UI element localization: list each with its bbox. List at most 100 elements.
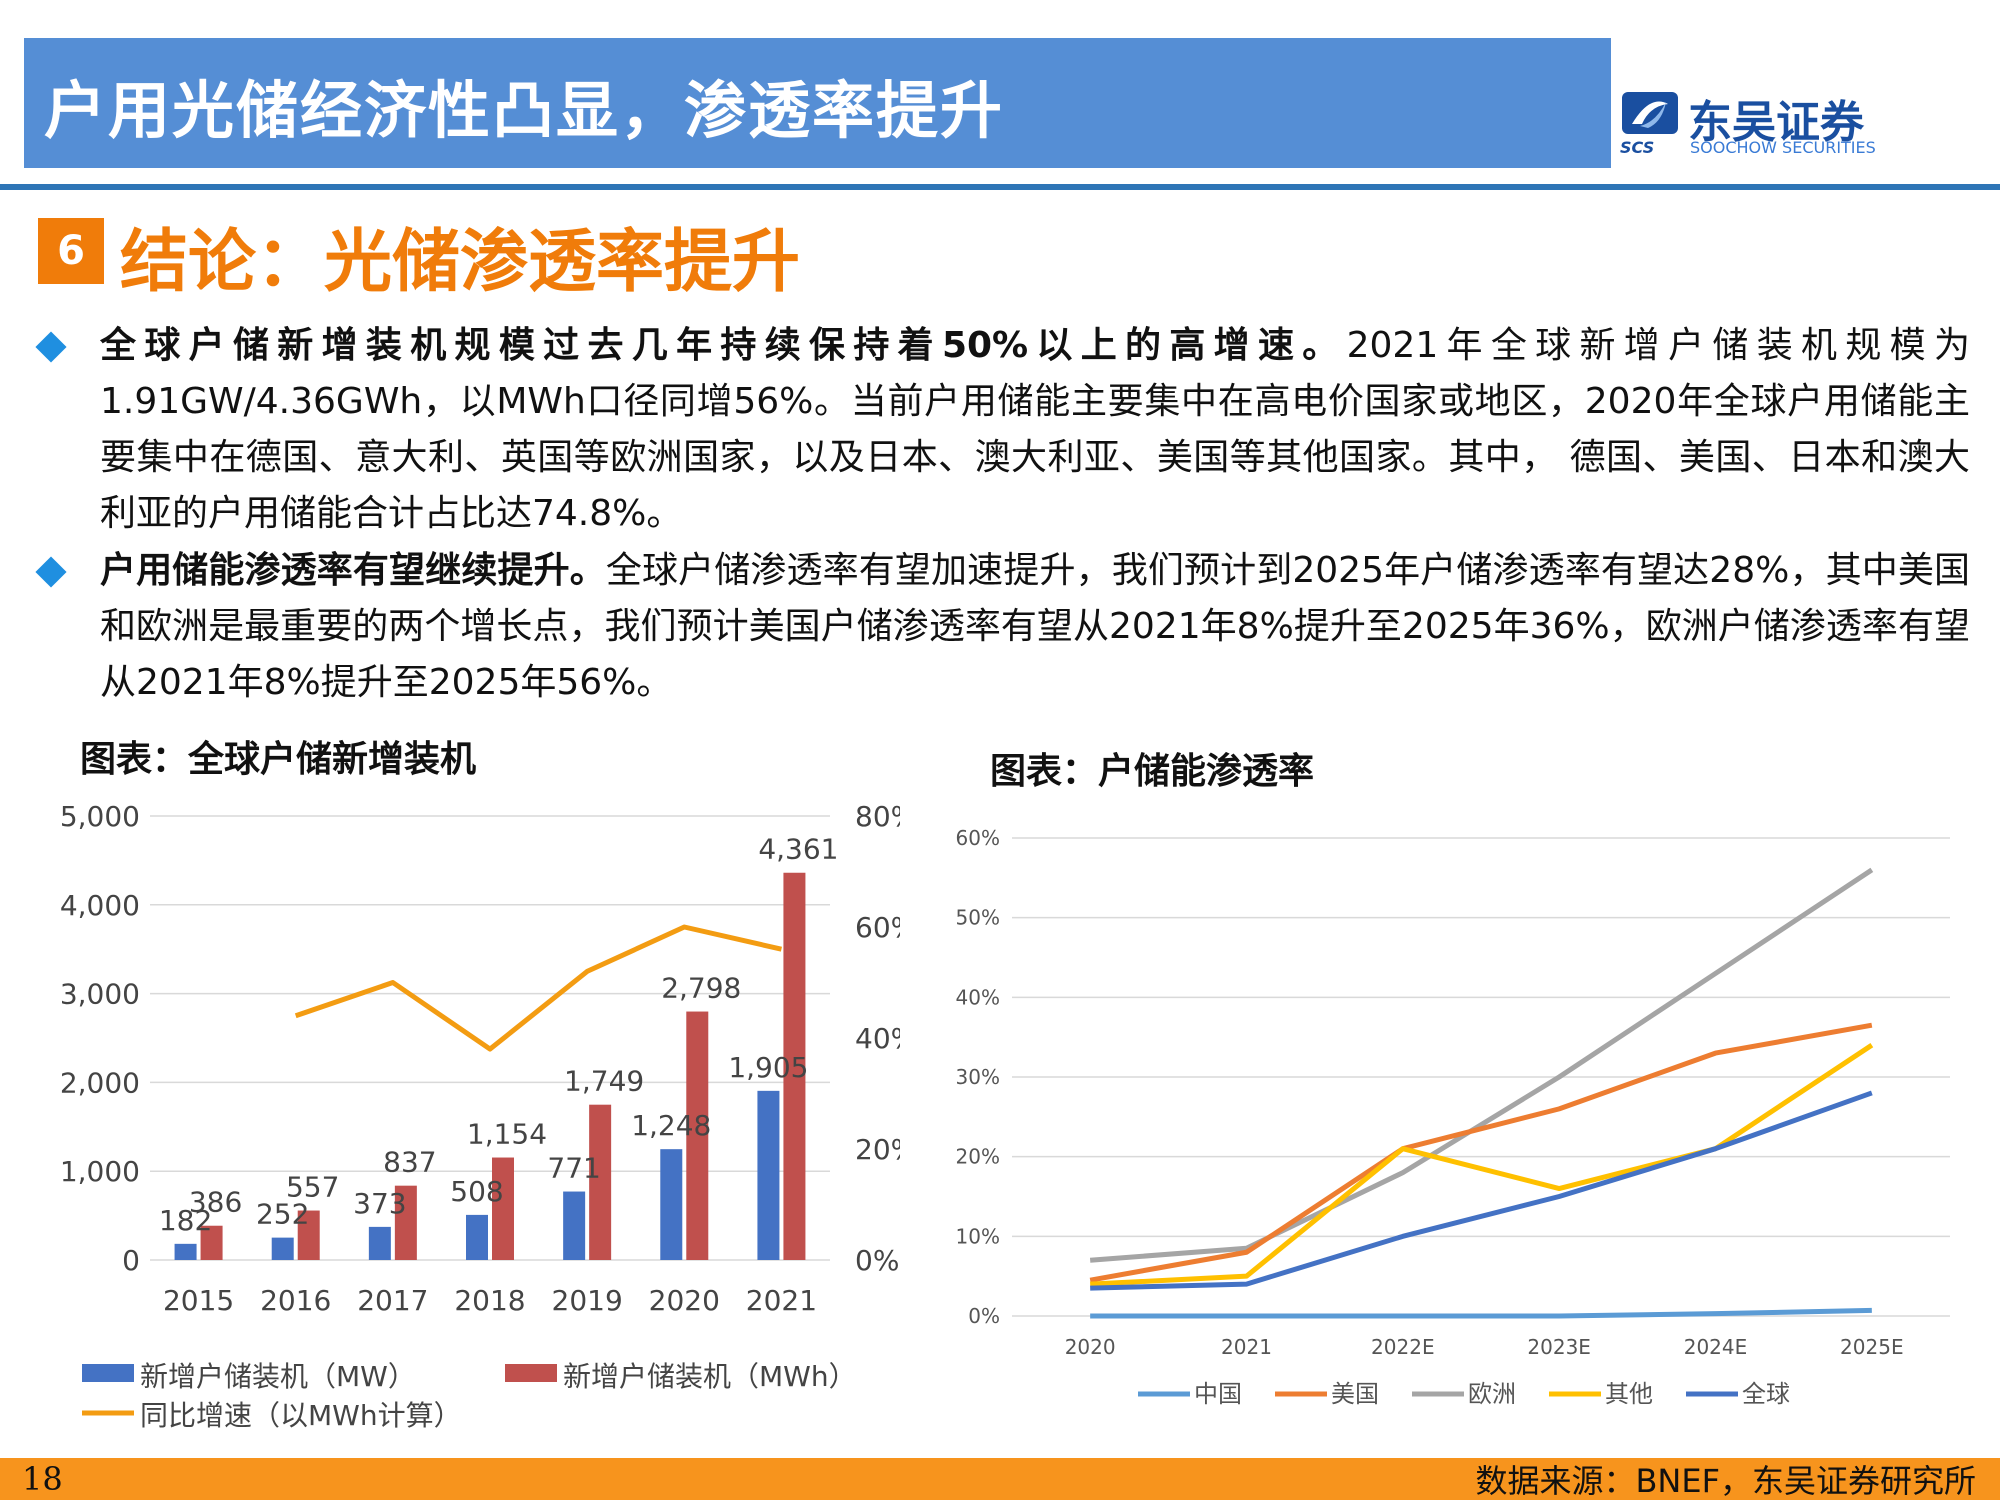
logo-mark-icon [1622, 92, 1678, 134]
y-tick-label: 50% [956, 906, 1000, 930]
x-tick-label: 2020 [1065, 1335, 1116, 1359]
bar-mwh-label: 1,154 [467, 1118, 547, 1151]
bar-mwh [394, 1185, 417, 1260]
footer-band [0, 1458, 2000, 1500]
bar-mwh-label: 1,749 [564, 1065, 644, 1098]
logo-chinese-name: 东吴证券 [1688, 97, 1864, 148]
y2-tick-label: 40% [855, 1022, 900, 1055]
x-tick-label: 2021 [1221, 1335, 1272, 1359]
x-tick-label: 2023E [1527, 1335, 1591, 1359]
y-tick-label: 60% [956, 826, 1000, 850]
bullet-body: 2021年全球新增户储装机规模为1.91GW/4.36GWh，以MWh口径同增5… [100, 325, 1970, 534]
bullet-lead: 户用储能渗透率有望继续提升。 [100, 550, 606, 591]
y-tick-label: 10% [956, 1224, 1000, 1248]
y2-tick-label: 20% [855, 1133, 900, 1166]
y2-tick-label: 0% [855, 1244, 899, 1277]
bar-mw [660, 1149, 683, 1260]
legend-label: 全球 [1742, 1380, 1790, 1408]
legend-label: 新增户储装机（MW） [140, 1360, 416, 1393]
series-line [1090, 1090, 1873, 1291]
bar-mwh-label: 386 [189, 1186, 242, 1219]
diamond-bullet-icon [35, 331, 67, 363]
bar-mw-label: 182 [159, 1204, 212, 1237]
x-tick-label: 2020 [649, 1284, 720, 1317]
series-line [1089, 1022, 1873, 1283]
legend-label: 中国 [1194, 1380, 1242, 1408]
x-tick-label: 2019 [552, 1284, 623, 1317]
legend-label: 美国 [1331, 1380, 1379, 1408]
penetration-line-chart: 0% 10% 20% 30% 40% 50% 60% 2020 2021 2022E 2023E 20… [956, 826, 1950, 1408]
y-tick-label: 0% [968, 1304, 1000, 1328]
bar-mw [271, 1237, 294, 1260]
installations-bar-chart: 0 1,000 2,000 3,000 4,000 5,000 0% 20% 40% 60% 80%… [60, 800, 900, 1432]
bullet-item: 全球户储新增装机规模过去几年持续保持着50%以上的高增速。2021年全球新增户储… [35, 318, 1970, 542]
x-tick-label: 2021 [746, 1284, 817, 1317]
bar-mwh [783, 872, 806, 1260]
left-chart-title: 图表：全球户储新增装机 [80, 739, 477, 780]
y-tick-label: 0 [122, 1244, 140, 1277]
y-tick-label: 5,000 [60, 800, 140, 833]
legend-swatch [82, 1364, 134, 1382]
bar-mw [174, 1243, 197, 1260]
header-band [24, 38, 1611, 168]
bar-mwh [589, 1104, 612, 1260]
bar-mw-label: 771 [547, 1152, 600, 1185]
bar-mwh [492, 1157, 514, 1260]
bar-mwh-label: 2,798 [661, 972, 741, 1005]
legend-swatch [505, 1364, 557, 1382]
legend-label: 其他 [1605, 1380, 1653, 1408]
series-line [1090, 1043, 1874, 1287]
bullet-body: 全球户储渗透率有望加速提升，我们预计到2025年户储渗透率有望达28%，其中美国… [100, 550, 1970, 703]
y-tick-label: 40% [956, 985, 1000, 1009]
legend-label: 欧洲 [1468, 1380, 1516, 1408]
bar-mw-label: 508 [450, 1175, 503, 1208]
diamond-bullet-icon [35, 556, 67, 588]
series-line [1090, 1307, 1872, 1319]
bar-mwh-label: 4,361 [758, 833, 838, 866]
bar-mw [368, 1226, 391, 1260]
y-tick-label: 3,000 [60, 978, 140, 1011]
bar-mw [757, 1090, 780, 1260]
y-tick-label: 2,000 [60, 1066, 140, 1099]
y-tick-label: 30% [956, 1065, 1000, 1089]
bar-mw [466, 1214, 488, 1260]
company-logo: SCS 东吴证券 SOOCHOW SECURITIES [1620, 92, 1900, 158]
logo-english-name: SOOCHOW SECURITIES [1690, 138, 1876, 157]
y2-tick-label: 60% [855, 911, 900, 944]
x-tick-label: 2024E [1684, 1335, 1748, 1359]
y-tick-label: 20% [956, 1145, 1000, 1169]
data-source: 数据来源：BNEF，东吴证券研究所 [1475, 1462, 1976, 1500]
bar-mw-label: 1,248 [631, 1109, 711, 1142]
bar-mwh-label: 837 [383, 1146, 436, 1179]
page-number: 18 [22, 1460, 63, 1498]
y2-tick-label: 80% [855, 800, 900, 833]
section-number-badge: 6 [38, 218, 104, 284]
x-tick-label: 2015 [163, 1284, 234, 1317]
legend-label: 新增户储装机（MWh） [563, 1360, 857, 1393]
bar-mwh-label: 557 [286, 1171, 339, 1204]
logo-abbr: SCS [1620, 138, 1655, 157]
y-tick-label: 4,000 [60, 889, 140, 922]
bar-mwh [686, 1011, 709, 1260]
x-tick-label: 2016 [260, 1284, 331, 1317]
x-tick-label: 2018 [454, 1284, 525, 1317]
legend-label: 同比增速（以MWh计算） [140, 1399, 462, 1432]
yoy-growth-line [294, 924, 782, 1052]
x-tick-label: 2017 [357, 1284, 428, 1317]
bar-mw-label: 1,905 [728, 1051, 808, 1084]
bar-mw-label: 252 [256, 1198, 309, 1231]
series-line [1089, 867, 1874, 1263]
bullet-item: 户用储能渗透率有望继续提升。全球户储渗透率有望加速提升，我们预计到2025年户储… [35, 543, 1970, 711]
right-chart-title: 图表：户储能渗透率 [990, 751, 1315, 792]
bar-mwh [297, 1210, 320, 1260]
y-tick-label: 1,000 [60, 1155, 140, 1188]
header-rule [0, 184, 2000, 190]
bullet-lead: 全球户储新增装机规模过去几年持续保持着50%以上的高增速。 [100, 325, 1347, 366]
x-tick-label: 2025E [1840, 1335, 1904, 1359]
bar-mwh [200, 1225, 223, 1260]
page-title: 户用光储经济性凸显，渗透率提升 [44, 74, 1005, 147]
bar-mw [563, 1191, 586, 1260]
section-title: 结论：光储渗透率提升 [120, 223, 801, 302]
bar-mw-label: 373 [353, 1187, 406, 1220]
x-tick-label: 2022E [1371, 1335, 1435, 1359]
